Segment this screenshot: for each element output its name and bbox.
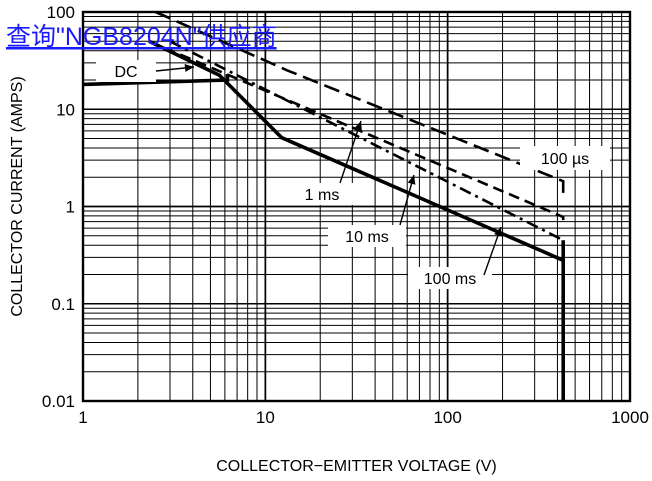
curve-label-arrowhead-dc [184,64,194,72]
y-tick-label: 100 [47,3,75,22]
curve-label-box-100-ms [408,267,492,289]
curve-label-arrowhead-100-ms [494,227,502,237]
series-line-dc [82,74,230,87]
watermark-link[interactable]: 查询"NGB8204N"供应商 [6,23,277,51]
curve-label-box-10-ms [328,225,406,247]
curve-label-box-100-s [520,146,610,170]
curve-labels: DC 100 µs 1 ms 10 ms 100 ms [96,60,610,289]
series-layer [82,10,566,401]
tick-labels: 1 10 100 1000 100 10 1 0.1 0.01 [42,3,649,427]
curve-label-box-dc [96,60,156,82]
plot-frame [81,10,632,403]
y-tick-label: 10 [56,100,75,119]
x-tick-label: 1000 [611,408,649,427]
curve-label-100-s: 100 µs [541,151,589,168]
curve-label-dc: DC [114,64,137,81]
curve-label-100-ms: 100 ms [424,271,476,288]
curve-label-10-ms: 10 ms [345,229,389,246]
curve-label-leader-1-ms [339,120,362,184]
series-line-100-s [155,10,565,199]
y-tick-label: 1 [66,198,75,217]
curve-label-box-1-ms [290,183,354,205]
x-tick-label: 100 [433,408,461,427]
x-axis-title: COLLECTOR−EMITTER VOLTAGE (V) [216,458,497,475]
curve-label-1-ms: 1 ms [305,187,340,204]
series-line-1-ms [148,40,565,225]
x-tick-label: 1 [78,408,87,427]
curve-label-arrowhead-1-ms [354,121,362,131]
series-line-100-ms [148,39,564,262]
y-tick-label: 0.1 [51,295,75,314]
series-line-10-ms [169,40,565,248]
y-axis-title: COLLECTOR CURRENT (AMPS) [9,76,26,316]
x-tick-label: 10 [256,408,275,427]
curve-label-arrowhead-10-ms [407,175,416,185]
y-tick-label: 0.01 [42,392,75,411]
